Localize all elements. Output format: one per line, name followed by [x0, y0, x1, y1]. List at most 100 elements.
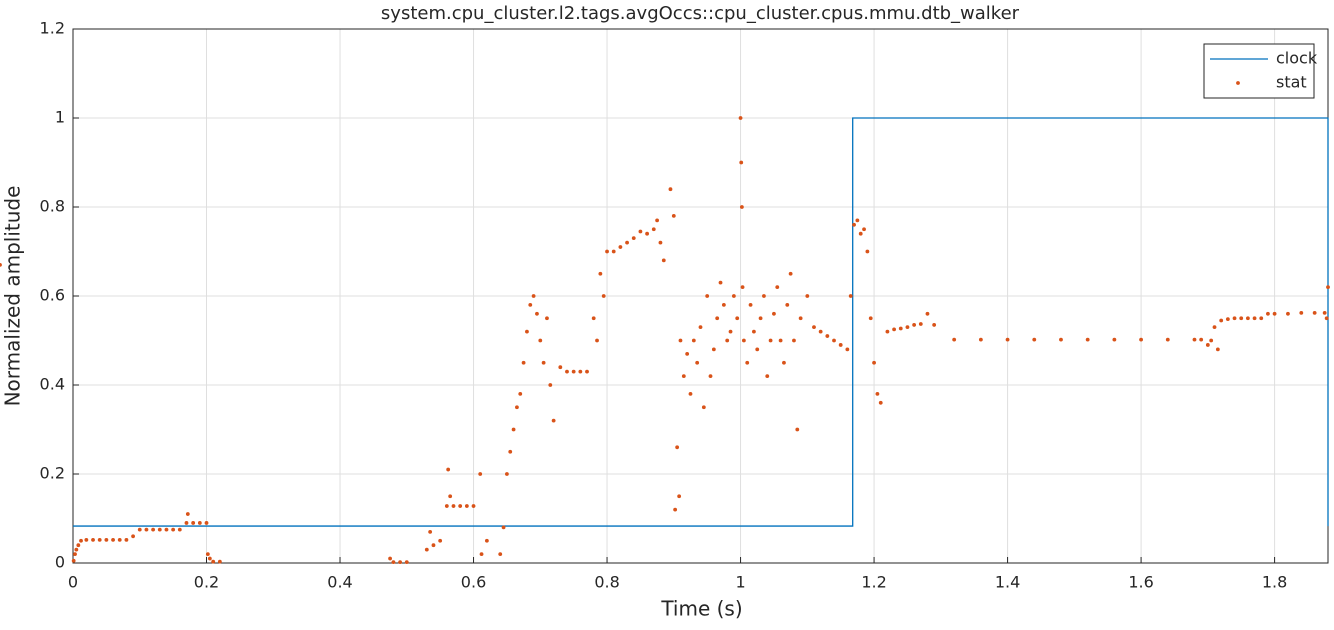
- data-point: [538, 338, 543, 343]
- data-point: [458, 504, 463, 508]
- data-point: [1165, 337, 1170, 342]
- data-point: [1199, 337, 1204, 342]
- x-tick-label: 1.2: [861, 573, 886, 592]
- data-point: [762, 294, 766, 298]
- data-point: [424, 547, 429, 552]
- data-point: [785, 303, 790, 307]
- series-line: [73, 117, 1329, 527]
- data-point: [578, 369, 583, 374]
- data-point: [1225, 317, 1230, 322]
- data-point: [508, 449, 513, 454]
- x-tick-label: 1.4: [995, 573, 1020, 592]
- data-point: [464, 504, 469, 508]
- data-point: [918, 322, 923, 326]
- data-point: [875, 392, 880, 396]
- data-point: [428, 529, 433, 534]
- series-points: [0, 116, 1330, 565]
- data-point: [84, 537, 89, 542]
- y-tick-label: 0.6: [40, 286, 65, 305]
- data-point: [739, 205, 744, 209]
- data-point: [515, 405, 519, 410]
- data-point: [548, 383, 553, 387]
- data-point: [788, 271, 793, 276]
- data-point: [711, 347, 716, 352]
- data-point: [551, 418, 556, 423]
- data-point: [585, 369, 589, 374]
- data-point: [505, 472, 509, 476]
- data-point: [832, 338, 836, 343]
- data-point: [446, 467, 451, 472]
- data-point: [661, 258, 666, 263]
- y-axis-label: Normalized amplitude: [1, 186, 25, 407]
- data-point: [1215, 347, 1220, 352]
- data-point: [1209, 338, 1214, 343]
- data-point: [708, 374, 713, 378]
- data-point: [1139, 337, 1143, 342]
- data-point: [144, 527, 149, 532]
- data-point: [1312, 311, 1317, 315]
- data-point: [521, 360, 526, 365]
- data-point: [471, 504, 476, 508]
- data-point: [558, 365, 563, 370]
- data-point: [611, 249, 616, 254]
- data-point: [91, 537, 95, 542]
- data-point: [478, 472, 483, 476]
- data-point: [0, 262, 2, 267]
- data-point: [858, 231, 863, 236]
- legend-marker: [1236, 81, 1240, 85]
- data-point: [595, 338, 599, 343]
- data-point: [748, 303, 753, 307]
- data-point: [211, 559, 216, 564]
- data-point: [204, 521, 209, 525]
- data-point: [217, 559, 222, 564]
- data-point: [79, 538, 83, 543]
- data-point: [688, 392, 693, 396]
- data-point: [798, 316, 803, 321]
- data-point: [718, 280, 723, 285]
- data-point: [645, 231, 649, 236]
- data-point: [1245, 316, 1250, 321]
- legend-box: [1203, 43, 1315, 99]
- data-point: [671, 214, 676, 218]
- data-point: [885, 329, 890, 334]
- x-tick-label: 0: [68, 573, 78, 592]
- data-point: [1059, 337, 1063, 342]
- data-point: [531, 294, 536, 298]
- data-point: [1032, 337, 1037, 342]
- data-point: [952, 337, 957, 342]
- y-tick-label: 1.2: [40, 19, 65, 38]
- data-point: [838, 343, 843, 347]
- data-point: [1286, 311, 1290, 316]
- data-point: [678, 338, 683, 343]
- data-point: [695, 360, 700, 365]
- data-point: [728, 329, 733, 334]
- data-point: [862, 227, 866, 232]
- data-point: [117, 537, 122, 542]
- data-point: [1205, 343, 1210, 347]
- data-point: [735, 316, 740, 321]
- data-point: [448, 494, 453, 499]
- data-point: [605, 249, 609, 254]
- x-tick-label: 1.6: [1128, 573, 1153, 592]
- data-point: [778, 338, 783, 343]
- data-point: [638, 229, 643, 234]
- data-point: [177, 527, 182, 532]
- data-point: [184, 521, 189, 525]
- data-point: [685, 351, 690, 356]
- data-point: [932, 323, 937, 327]
- data-point: [715, 316, 720, 321]
- data-point: [438, 538, 443, 543]
- data-point: [739, 160, 744, 165]
- data-point: [131, 534, 135, 539]
- data-point: [721, 303, 726, 307]
- data-point: [1232, 316, 1237, 321]
- data-point: [912, 323, 917, 327]
- data-point: [852, 222, 856, 227]
- data-point: [752, 329, 756, 334]
- data-point: [545, 316, 549, 321]
- data-point: [1192, 337, 1197, 342]
- x-tick-label: 0.4: [327, 573, 352, 592]
- data-point: [73, 552, 77, 556]
- data-point: [528, 303, 533, 307]
- data-point: [868, 316, 873, 321]
